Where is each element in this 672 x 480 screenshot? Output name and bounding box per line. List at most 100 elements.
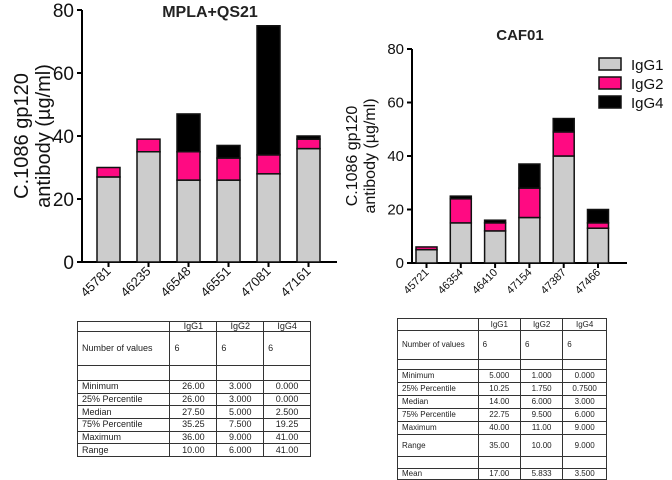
- table-row: 25% Percentile 26.00 3.000 0.000: [76, 392, 311, 407]
- row-label: [397, 318, 479, 331]
- row-label: Range: [397, 434, 479, 457]
- table-cell: IgG2: [216, 321, 265, 332]
- row-label: [76, 321, 171, 332]
- bar-igg1: [518, 216, 541, 264]
- bar-igg4: [256, 25, 281, 156]
- bar-igg2: [136, 138, 161, 153]
- row-label: 25% Percentile: [76, 392, 171, 407]
- table-row: Maximum 40.00 11.00 9.000: [397, 421, 607, 435]
- row-label: Maximum: [76, 430, 171, 445]
- table-cell: 35.00: [477, 434, 521, 457]
- table-cell: 6: [263, 331, 311, 366]
- bar-igg4: [216, 144, 241, 159]
- table-cell: IgG4: [562, 318, 607, 331]
- x-tick-label: 47161: [277, 264, 313, 300]
- bar-igg1: [176, 179, 201, 263]
- row-label: Minimum: [397, 369, 479, 383]
- y-tick-label: 60: [387, 95, 404, 112]
- x-tick-label: 46410: [470, 267, 500, 297]
- table-cell: 35.25: [169, 418, 218, 432]
- table-cell: 0.7500: [562, 382, 607, 396]
- bar-igg2: [296, 138, 321, 150]
- table-row: [76, 365, 311, 381]
- y-axis-label-line: C.1086 gp120: [11, 73, 33, 199]
- y-axis-label-line: C.1086 gp120: [344, 106, 361, 207]
- table-cell: 41.00: [263, 430, 311, 445]
- y-tick-label: 80: [53, 1, 74, 22]
- table-cell: 10.25: [477, 382, 521, 396]
- table-cell: 10.00: [169, 443, 218, 458]
- mpla-stats-table: IgG1 IgG2 IgG4 Number of values 6 6 6 Minimum 26…: [76, 321, 311, 458]
- row-label: Mean: [397, 468, 479, 480]
- row-label: Maximum: [397, 421, 479, 435]
- table-cell: 7.500: [216, 418, 265, 432]
- y-tick-label: 60: [53, 64, 74, 85]
- row-label: Median: [76, 405, 171, 420]
- bar-igg2: [415, 246, 438, 251]
- table-cell: [169, 365, 218, 381]
- x-tick-label: 46235: [117, 264, 153, 300]
- table-cell: 6.000: [216, 443, 265, 458]
- bar-igg1: [483, 230, 507, 264]
- table-header: IgG1 IgG2 IgG4: [397, 318, 607, 331]
- row-label: Number of values: [397, 330, 479, 360]
- table-cell: 3.000: [562, 395, 607, 409]
- bar-igg4: [518, 163, 541, 189]
- y-tick-label: 20: [387, 202, 404, 219]
- row-label: 75% Percentile: [76, 418, 171, 432]
- x-tick-label: 46551: [197, 264, 233, 300]
- table-row: Mean 17.00 5.833 3.500: [397, 468, 607, 480]
- x-tick-label: 47154: [504, 267, 534, 297]
- y-axis-label-line: antibody (µg/ml): [362, 98, 379, 213]
- chart-title: MPLA+QS21: [162, 4, 258, 21]
- table-cell: 2.500: [263, 405, 311, 420]
- table-cell: [216, 365, 265, 381]
- table-row: [397, 456, 607, 469]
- row-label: [397, 456, 479, 469]
- table-cell: 6: [169, 331, 218, 366]
- table-cell: IgG2: [519, 318, 564, 331]
- table-cell: 27.50: [169, 405, 218, 420]
- table-cell: 19.25: [263, 418, 311, 432]
- row-label: [397, 359, 479, 370]
- table-cell: 5.833: [519, 468, 564, 480]
- table-cell: 10.00: [519, 434, 564, 457]
- bar-igg1: [586, 227, 610, 264]
- bar-igg2: [552, 131, 575, 157]
- y-tick-label: 40: [387, 148, 404, 165]
- table-header: IgG1 IgG2 IgG4: [76, 321, 311, 332]
- table-cell: 5.000: [477, 369, 521, 383]
- bar-igg4: [586, 208, 610, 224]
- bar-igg4: [449, 195, 473, 200]
- bar-igg1: [415, 248, 438, 264]
- x-tick-label: 46354: [436, 267, 466, 297]
- table-row: Maximum 36.00 9.000 41.00: [76, 430, 311, 445]
- bar-igg4: [296, 135, 321, 140]
- table-row: Median 14.00 6.000 3.000: [397, 395, 607, 409]
- table-cell: 6.000: [562, 408, 607, 422]
- x-tick-label: 47387: [539, 267, 569, 297]
- row-label: Range: [76, 443, 171, 458]
- chart-title: CAF01: [496, 27, 544, 44]
- table-cell: 11.00: [519, 421, 564, 435]
- row-label: Minimum: [76, 380, 171, 394]
- table-cell: IgG1: [169, 321, 218, 332]
- table-cell: IgG4: [263, 321, 311, 332]
- legend-label: IgG2: [631, 76, 664, 93]
- bar-igg1: [552, 155, 575, 264]
- table-row: Range 10.00 6.000 41.00: [76, 443, 311, 458]
- row-label: Number of values: [76, 331, 171, 366]
- legend-label: IgG4: [631, 95, 664, 112]
- table-row: Median 27.50 5.000 2.500: [76, 405, 311, 420]
- y-tick-label: 80: [387, 41, 404, 58]
- row-label: 75% Percentile: [397, 408, 479, 422]
- legend-swatch-igg4: [598, 95, 622, 109]
- y-axis-label-line: antibody (µg/ml): [33, 64, 55, 208]
- table-cell: [477, 456, 521, 469]
- table-cell: 26.00: [169, 380, 218, 394]
- table-cell: 6: [562, 330, 607, 360]
- bar-igg2: [586, 222, 610, 229]
- table-cell: 41.00: [263, 443, 311, 458]
- x-tick-label: 45721: [402, 267, 432, 297]
- table-cell: [519, 359, 564, 370]
